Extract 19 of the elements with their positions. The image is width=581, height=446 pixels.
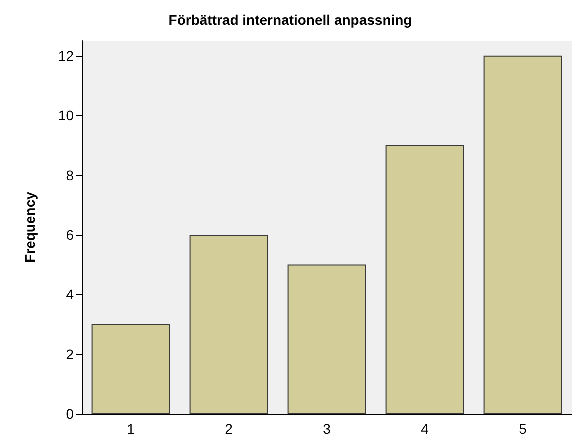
bar xyxy=(288,264,366,414)
y-tick-label: 4 xyxy=(66,286,74,303)
y-tick-label: 2 xyxy=(66,346,74,362)
chart-title: Förbättrad internationell anpassning xyxy=(168,12,412,28)
x-tick-label: 5 xyxy=(519,421,528,437)
x-tick-label: 3 xyxy=(323,421,332,437)
bar xyxy=(484,56,562,414)
bar xyxy=(386,145,464,414)
x-tick-label: 1 xyxy=(127,421,136,437)
y-tick-label: 6 xyxy=(66,226,74,243)
y-tick-label: 0 xyxy=(66,406,74,422)
bar xyxy=(92,324,170,414)
x-tick-label: 2 xyxy=(225,421,234,437)
y-tick-label: 10 xyxy=(58,108,74,124)
x-tick-label: 4 xyxy=(421,421,430,437)
y-tick-label: 12 xyxy=(58,48,74,64)
bar xyxy=(190,234,268,414)
y-axis-title: Frequency xyxy=(22,192,38,263)
y-tick-label: 8 xyxy=(66,167,74,184)
